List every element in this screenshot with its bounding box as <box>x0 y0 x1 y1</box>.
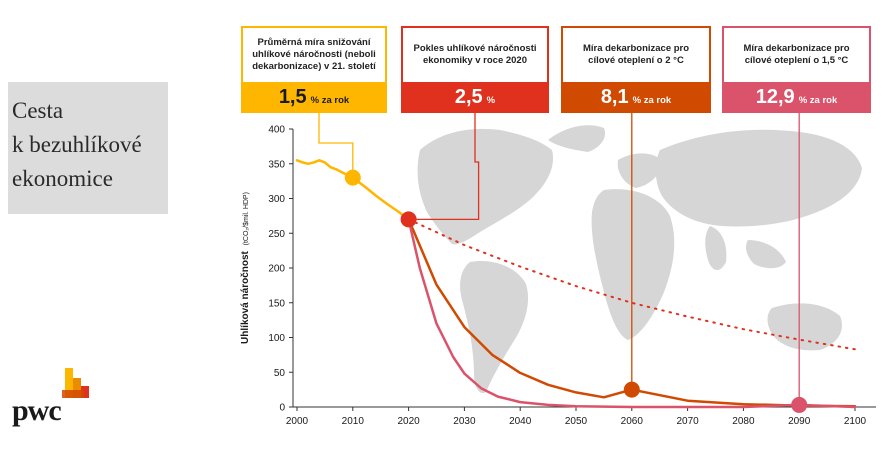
rate-value: 1,5 <box>278 86 307 108</box>
series-line-2 <box>407 218 856 351</box>
info-box-rate: 8,1 % za rok <box>563 82 709 112</box>
info-box-2: Pokles uhlíkové náročnosti ekonomiky v r… <box>401 26 549 113</box>
series-line-1 <box>295 159 410 221</box>
title-box: Cesta k bezuhlíkové ekonomice <box>8 82 168 214</box>
y-tick-label: 250 <box>268 229 285 240</box>
y-tick-label: 200 <box>268 264 285 275</box>
x-tick-label: 2030 <box>453 416 476 427</box>
y-tick-label: 0 <box>279 403 285 414</box>
info-box-rate: 12,9 % za rok <box>724 82 869 112</box>
x-tick-label: 2010 <box>342 416 365 427</box>
data-point-marker-4 <box>791 396 808 413</box>
x-tick-label: 2090 <box>788 416 811 427</box>
pwc-logo-text: pwc <box>12 394 62 427</box>
info-box-3: Míra dekarbonizace pro cílové oteplení o… <box>561 26 711 113</box>
x-tick-label: 2050 <box>565 416 588 427</box>
info-box-text: Průměrná míra snižování uhlíkové náročno… <box>252 37 376 72</box>
rate-value: 12,9 <box>755 86 795 108</box>
x-tick-label: 2080 <box>732 416 755 427</box>
y-axis-label: Uhlíková náročnost (tCO₂/$mil. HDP) <box>240 192 251 344</box>
y-axis-label-unit: (tCO₂/$mil. HDP) <box>243 192 250 245</box>
x-tick-label: 2070 <box>676 416 699 427</box>
y-tick-label: 100 <box>268 333 285 344</box>
x-tick-label: 2040 <box>509 416 532 427</box>
info-box-1: Průměrná míra snižování uhlíkové náročno… <box>241 26 387 113</box>
series-line-3 <box>407 218 857 408</box>
x-tick-label: 2060 <box>621 416 644 427</box>
y-tick-label: 300 <box>268 194 285 205</box>
x-tick-label: 2000 <box>286 416 309 427</box>
y-tick-label: 150 <box>268 298 285 309</box>
rate-unit: % za rok <box>632 95 672 106</box>
rate-unit: % za rok <box>798 95 838 106</box>
info-box-text: Míra dekarbonizace pro cílové oteplení o… <box>582 43 690 66</box>
y-tick-label: 350 <box>268 159 285 170</box>
y-tick-label: 50 <box>274 368 286 379</box>
x-tick-labels: 2000 2010 2020 2030 2040 2050 2060 2070 2080 2090… <box>286 407 867 427</box>
title-line-1: Cesta <box>12 98 64 123</box>
rate-value: 2,5 <box>454 86 483 108</box>
title-line-2: k bezuhlíkové <box>12 132 142 157</box>
info-box-text: Pokles uhlíkové náročnosti ekonomiky v r… <box>413 43 537 66</box>
x-tick-label: 2020 <box>397 416 420 427</box>
y-tick-labels: 0 50 100 150 200 250 300 350 400 <box>268 125 293 414</box>
rate-value: 8,1 <box>600 86 629 108</box>
y-tick-label: 400 <box>268 125 285 136</box>
rate-unit: % <box>486 95 496 106</box>
info-box-text: Míra dekarbonizace pro cílové oteplení o… <box>743 43 850 66</box>
data-point-marker-2 <box>400 211 417 228</box>
pwc-logo-icon <box>62 368 89 398</box>
y-axis-label-main: Uhlíková náročnost <box>240 250 251 343</box>
series-line-4 <box>407 218 857 409</box>
series-markers <box>344 169 808 413</box>
title-line-3: ekonomice <box>12 166 113 191</box>
info-box-4: Míra dekarbonizace pro cílové oteplení o… <box>722 26 871 113</box>
data-point-marker-3 <box>623 381 640 398</box>
connector-lines <box>318 113 800 405</box>
world-map-background <box>417 125 862 394</box>
info-box-rate: 1,5 % za rok <box>243 82 385 112</box>
rate-unit: % za rok <box>310 95 350 106</box>
series-lines <box>295 159 857 409</box>
info-box-rate: 2,5 % <box>403 82 547 112</box>
x-tick-label: 2100 <box>844 416 867 427</box>
data-point-marker-1 <box>344 169 361 186</box>
